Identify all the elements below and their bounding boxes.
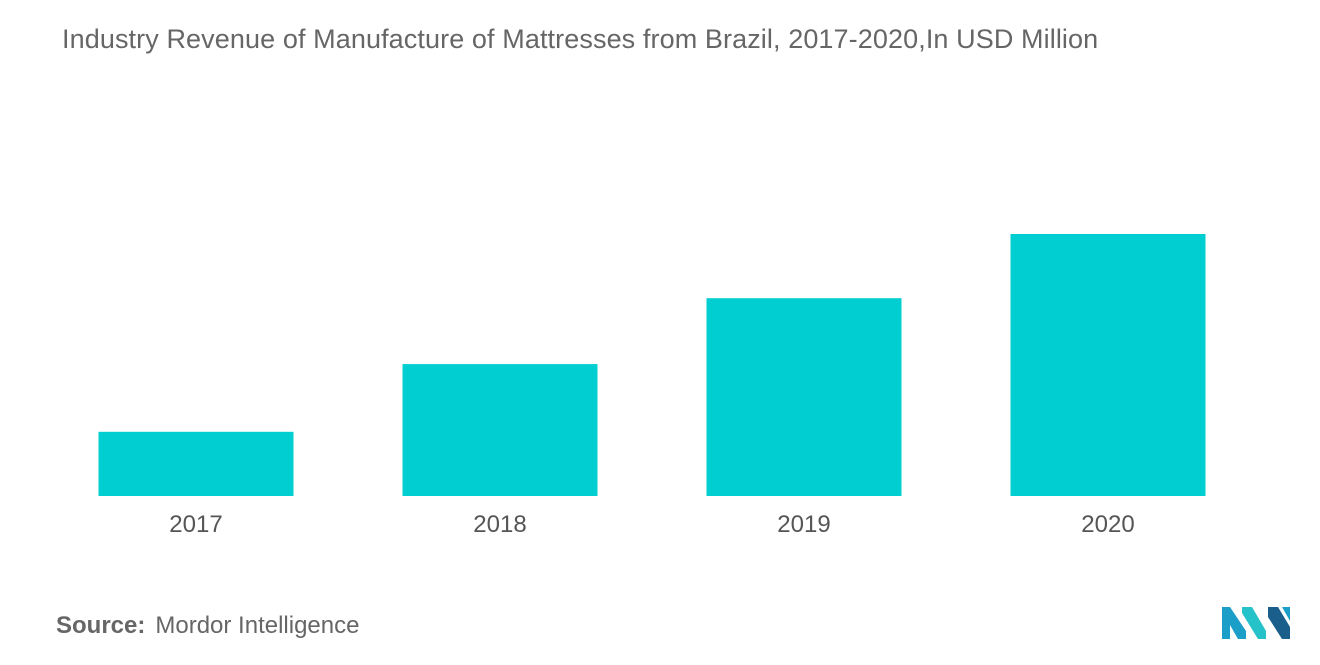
- x-tick-label-2019: 2019: [777, 511, 830, 538]
- bar-2018: [402, 364, 598, 496]
- x-tick-label-2020: 2020: [1081, 511, 1134, 538]
- logo-mid-shape: [1242, 607, 1266, 639]
- bar-2019: [706, 298, 902, 496]
- bar-2017: [98, 431, 294, 496]
- bar-2020: [1010, 234, 1206, 496]
- source-note: Source: Mordor Intelligence: [56, 612, 359, 640]
- x-axis-tick-labels: 2017 2018 2019 2020: [169, 511, 1134, 538]
- bars-group: [98, 234, 1206, 496]
- mordor-intelligence-logo-icon: [1222, 603, 1290, 644]
- chart-title: Industry Revenue of Manufacture of Mattr…: [62, 24, 1099, 54]
- logo-right-bar: [1282, 607, 1290, 621]
- logo-right-shape: [1268, 607, 1290, 639]
- x-tick-label-2018: 2018: [473, 511, 526, 538]
- logo-left-shape: [1222, 607, 1246, 639]
- source-text: Mordor Intelligence: [155, 612, 360, 639]
- source-label: Source:: [56, 612, 146, 639]
- x-tick-label-2017: 2017: [169, 511, 222, 538]
